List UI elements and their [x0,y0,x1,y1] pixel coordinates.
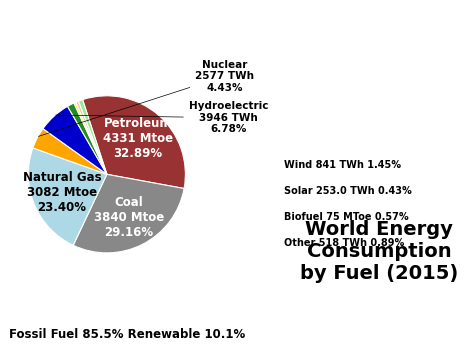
Text: Fossil Fuel 85.5% Renewable 10.1%: Fossil Fuel 85.5% Renewable 10.1% [9,328,246,341]
Text: Solar 253.0 TWh 0.43%: Solar 253.0 TWh 0.43% [284,186,412,196]
Wedge shape [68,103,107,174]
Text: Coal
3840 Mtoe
29.16%: Coal 3840 Mtoe 29.16% [94,196,164,239]
Text: Petroleum
4331 Mtoe
32.89%: Petroleum 4331 Mtoe 32.89% [103,118,173,160]
Wedge shape [82,96,185,189]
Text: Nuclear
2577 TWh
4.43%: Nuclear 2577 TWh 4.43% [38,60,254,136]
Text: Other 518 TWh 0.89%: Other 518 TWh 0.89% [284,238,405,248]
Text: World Energy
Consumption
by Fuel (2015): World Energy Consumption by Fuel (2015) [300,220,458,283]
Wedge shape [73,174,184,253]
Wedge shape [74,102,107,174]
Wedge shape [76,101,107,174]
Text: Biofuel 75 MToe 0.57%: Biofuel 75 MToe 0.57% [284,212,409,222]
Wedge shape [43,106,107,174]
Wedge shape [33,129,107,174]
Text: Wind 841 TWh 1.45%: Wind 841 TWh 1.45% [284,160,401,170]
Text: Natural Gas
3082 Mtoe
23.40%: Natural Gas 3082 Mtoe 23.40% [23,171,101,214]
Wedge shape [28,148,107,245]
Wedge shape [78,100,107,174]
Text: Hydroelectric
3946 TWh
6.78%: Hydroelectric 3946 TWh 6.78% [56,101,268,135]
